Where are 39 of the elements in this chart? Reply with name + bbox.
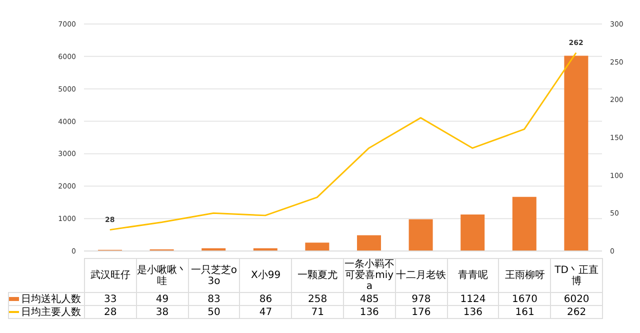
- data-label: 262: [550, 306, 602, 318]
- data-label: 71: [292, 306, 344, 318]
- data-label: 136: [447, 306, 499, 318]
- data-label: 49: [136, 292, 188, 306]
- x-tick-label: 十二月老铁: [395, 258, 448, 292]
- data-label: 47: [240, 306, 292, 318]
- data-label: 86: [240, 292, 292, 306]
- data-label: 161: [498, 306, 551, 318]
- x-tick-label: 青青呢: [447, 258, 499, 292]
- bar: [305, 242, 330, 251]
- x-tick-label: X小99: [240, 258, 292, 292]
- bar: [460, 214, 485, 251]
- data-label: 176: [395, 306, 448, 318]
- x-tick-label: 是小啾啾丶哇: [136, 258, 188, 292]
- data-label: 6020: [550, 292, 602, 306]
- bar: [253, 248, 278, 251]
- x-tick-label: 一条小羁不可爱喜miya: [343, 258, 396, 292]
- x-tick-label: TD丶正直博: [550, 258, 602, 292]
- data-label: 258: [292, 292, 344, 306]
- legend-label: 日均主要人数: [21, 306, 81, 318]
- data-label: 38: [136, 306, 188, 318]
- data-label: 136: [343, 306, 396, 318]
- x-tick-label: 武汉旺仔: [84, 258, 136, 292]
- bar: [564, 56, 588, 251]
- data-label: 1670: [498, 292, 551, 306]
- x-tick-label: 王雨柳呀: [498, 258, 551, 292]
- legend-label: 日均送礼人数: [21, 294, 81, 304]
- data-label: 33: [84, 292, 136, 306]
- data-label: 83: [188, 292, 240, 306]
- bar: [408, 219, 433, 251]
- data-label: 978: [395, 292, 448, 306]
- bar: [357, 235, 381, 251]
- bar: [512, 196, 536, 251]
- data-label: 28: [84, 306, 136, 318]
- data-label: 485: [343, 292, 396, 306]
- x-tick-label: 一颗夏尤: [292, 258, 344, 292]
- data-label: 50: [188, 306, 240, 318]
- data-label: 1124: [447, 292, 499, 306]
- x-tick-label: 一只芝芝o3o: [188, 258, 240, 292]
